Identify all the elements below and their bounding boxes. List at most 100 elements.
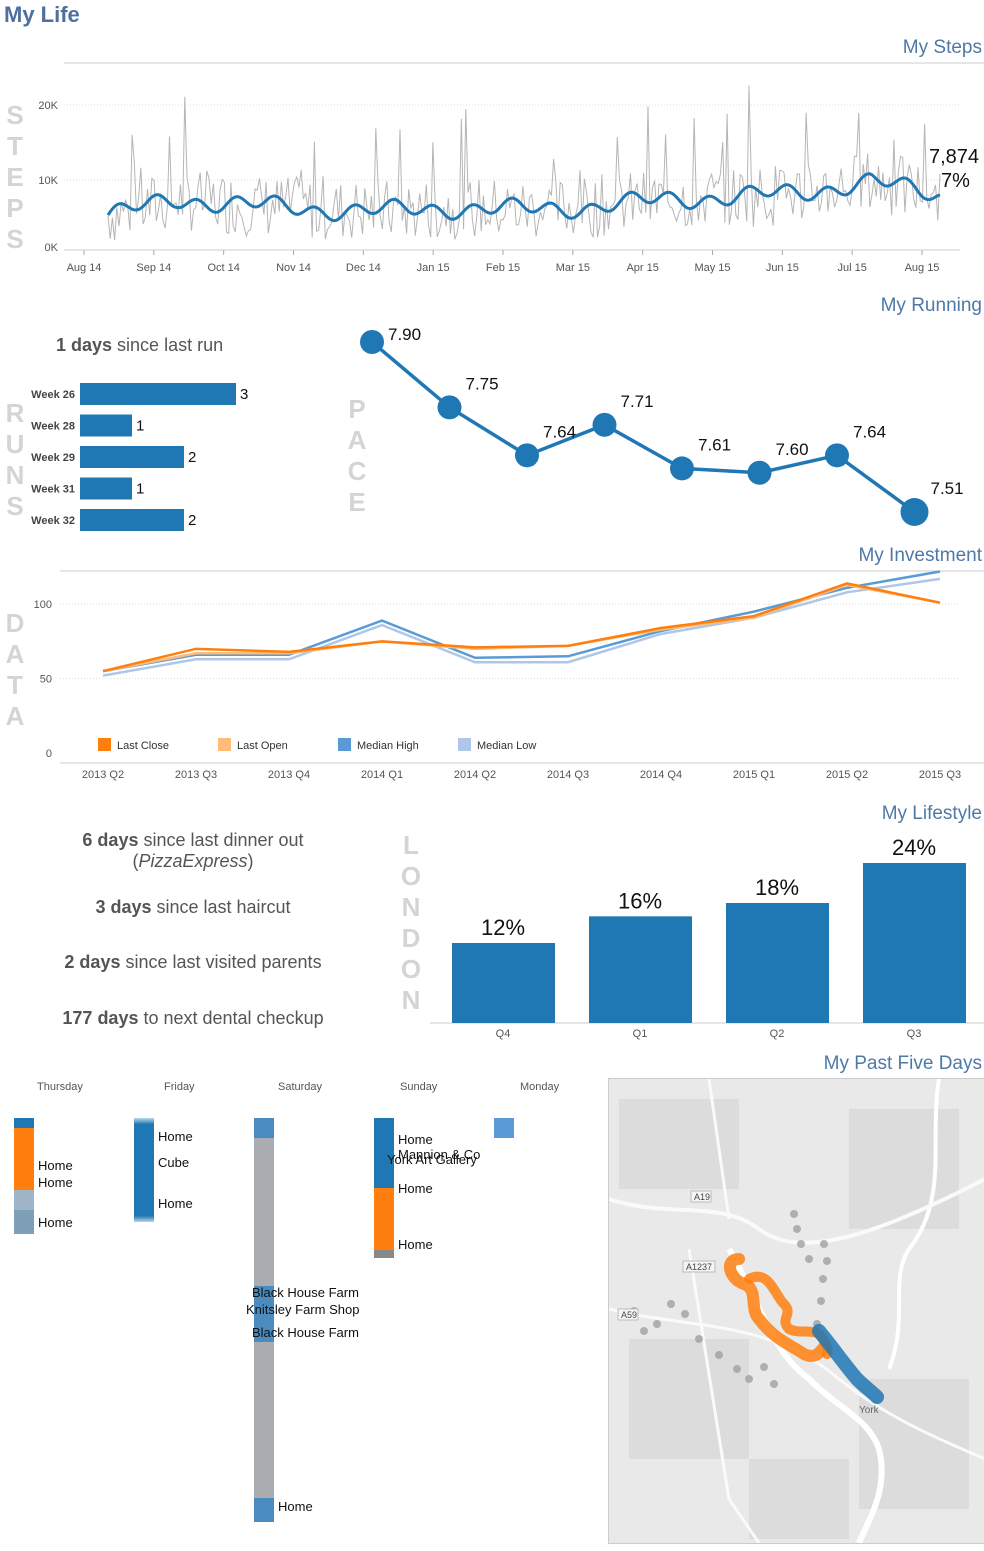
run-bar[interactable]: [80, 509, 184, 531]
timeline-segment: [254, 1498, 274, 1522]
inv-x-tick: 2015 Q1: [733, 769, 775, 781]
place-label: Cube: [158, 1155, 190, 1170]
inv-y-tick: 50: [40, 674, 52, 686]
map-city-york: York: [859, 1405, 880, 1416]
legend-label: Median Low: [477, 740, 537, 752]
place-label: Home: [38, 1158, 73, 1173]
pace-point[interactable]: [360, 330, 384, 354]
investment-side-label: DATA: [5, 608, 25, 731]
pace-point[interactable]: [825, 443, 849, 468]
inv-y-tick: 100: [34, 599, 52, 611]
run-week-label: Week 31: [31, 484, 75, 496]
map-canvas: A19 A1237 A59 York: [609, 1079, 984, 1543]
days-since-last-run: 1 days since last run: [56, 335, 223, 356]
timeline-segment: [374, 1188, 394, 1250]
place-label: Mannion & Co: [398, 1147, 481, 1162]
dashboard-title: My Life: [4, 2, 80, 27]
place-label: Home: [398, 1237, 433, 1252]
pace-point[interactable]: [515, 443, 539, 468]
lifestyle-bar-label: 24%: [892, 835, 936, 860]
steps-x-tick: Nov 14: [276, 262, 311, 274]
pace-value-label: 7.64: [853, 422, 886, 441]
stat-dental-value: 177 days: [62, 1008, 139, 1028]
steps-x-tick: Apr 15: [626, 262, 658, 274]
legend-item[interactable]: Median Low: [458, 738, 536, 752]
stat-parents: 2 days since last visited parents: [28, 952, 358, 973]
steps-y-tick: 20K: [38, 100, 58, 112]
pace-point[interactable]: [592, 412, 617, 437]
london-side-label: LONDON: [400, 830, 422, 1015]
legend-item[interactable]: Last Open: [218, 738, 288, 752]
steps-x-tick: Oct 14: [207, 262, 239, 274]
stat-haircut-value: 3 days: [95, 897, 152, 917]
stat-dinner-out: 6 days since last dinner out (PizzaExpre…: [82, 830, 304, 871]
map-road-a59: A59: [621, 1310, 637, 1320]
pace-line: [370, 340, 916, 514]
legend-item[interactable]: Median High: [338, 738, 419, 752]
stat-parents-value: 2 days: [64, 952, 121, 972]
stat-haircut-text: since last haircut: [151, 897, 291, 917]
run-bar[interactable]: [80, 446, 184, 468]
inv-x-tick: 2014 Q2: [454, 769, 496, 781]
running-title: My Running: [880, 295, 982, 316]
inv-x-tick: 2015 Q3: [919, 769, 961, 781]
pace-point[interactable]: [670, 456, 694, 481]
location-map[interactable]: A19 A1237 A59 York: [608, 1078, 984, 1544]
legend-label: Last Open: [237, 740, 288, 752]
days-since-run-value: 1 days: [56, 335, 113, 355]
legend-swatch: [218, 738, 231, 751]
pace-side-label: PACE: [347, 394, 367, 517]
steps-x-tick: Aug 14: [67, 262, 102, 274]
inv-x-tick: 2014 Q1: [361, 769, 403, 781]
timeline-segment: [254, 1118, 274, 1138]
run-bar[interactable]: [80, 383, 236, 405]
day-label-friday: Friday: [164, 1081, 195, 1093]
run-bar-value: 2: [188, 512, 196, 529]
steps-y-tick: 10K: [38, 175, 58, 187]
lifestyle-bar-label: 18%: [755, 875, 799, 900]
pace-point[interactable]: [747, 460, 772, 485]
place-label: Black House Farm: [252, 1285, 359, 1300]
pace-point[interactable]: [437, 395, 462, 420]
timeline-segment: [374, 1118, 394, 1188]
pace-value-label: 7.71: [621, 392, 654, 411]
runs-side-label: RUNS: [5, 398, 25, 521]
day-label-monday: Monday: [520, 1081, 560, 1093]
stat-dinner-text: since last dinner out: [138, 830, 304, 850]
legend-label: Last Close: [117, 740, 169, 752]
timeline-segment: [14, 1210, 34, 1234]
steps-smoothed-line: [106, 172, 941, 223]
investment-title: My Investment: [858, 545, 982, 566]
timeline-segment: [14, 1128, 34, 1190]
lifestyle-x-tick: Q4: [496, 1028, 511, 1040]
pace-line-chart: 7.90 7.75 7.64 7.71 7.61 7.60 7.64 7.51: [360, 325, 964, 526]
inv-x-tick: 2013 Q3: [175, 769, 217, 781]
lifestyle-bar[interactable]: [452, 943, 555, 1023]
inv-y-tick: 0: [46, 748, 52, 760]
steps-side-label: STEPS: [6, 100, 24, 254]
lifestyle-bar[interactable]: [726, 903, 829, 1023]
place-label: York Art Gallery: [387, 1152, 477, 1167]
legend-item[interactable]: Last Close: [98, 738, 169, 752]
steps-x-tick: May 15: [694, 262, 730, 274]
steps-x-tick: Dec 14: [346, 262, 381, 274]
stat-dental-text: to next dental checkup: [138, 1008, 324, 1028]
pace-value-label: 7.60: [776, 440, 809, 459]
legend-swatch: [98, 738, 111, 751]
stat-dinner-place: PizzaExpress: [138, 851, 248, 871]
steps-x-tick: Aug 15: [905, 262, 940, 274]
steps-last-change: 7%: [941, 170, 970, 192]
run-bar[interactable]: [80, 477, 132, 500]
stat-parents-text: since last visited parents: [120, 952, 322, 972]
lifestyle-bar[interactable]: [863, 863, 966, 1023]
lifestyle-bar-label: 16%: [618, 888, 662, 913]
legend-swatch: [458, 738, 471, 751]
pace-value-label: 7.64: [543, 422, 576, 441]
timeline-segment: [254, 1138, 274, 1286]
lifestyle-title: My Lifestyle: [881, 803, 982, 824]
inv-x-tick: 2013 Q2: [82, 769, 124, 781]
run-bar[interactable]: [80, 414, 132, 437]
days-since-run-text: since last run: [112, 335, 224, 355]
pace-point[interactable]: [900, 498, 929, 526]
lifestyle-bar[interactable]: [589, 916, 692, 1023]
